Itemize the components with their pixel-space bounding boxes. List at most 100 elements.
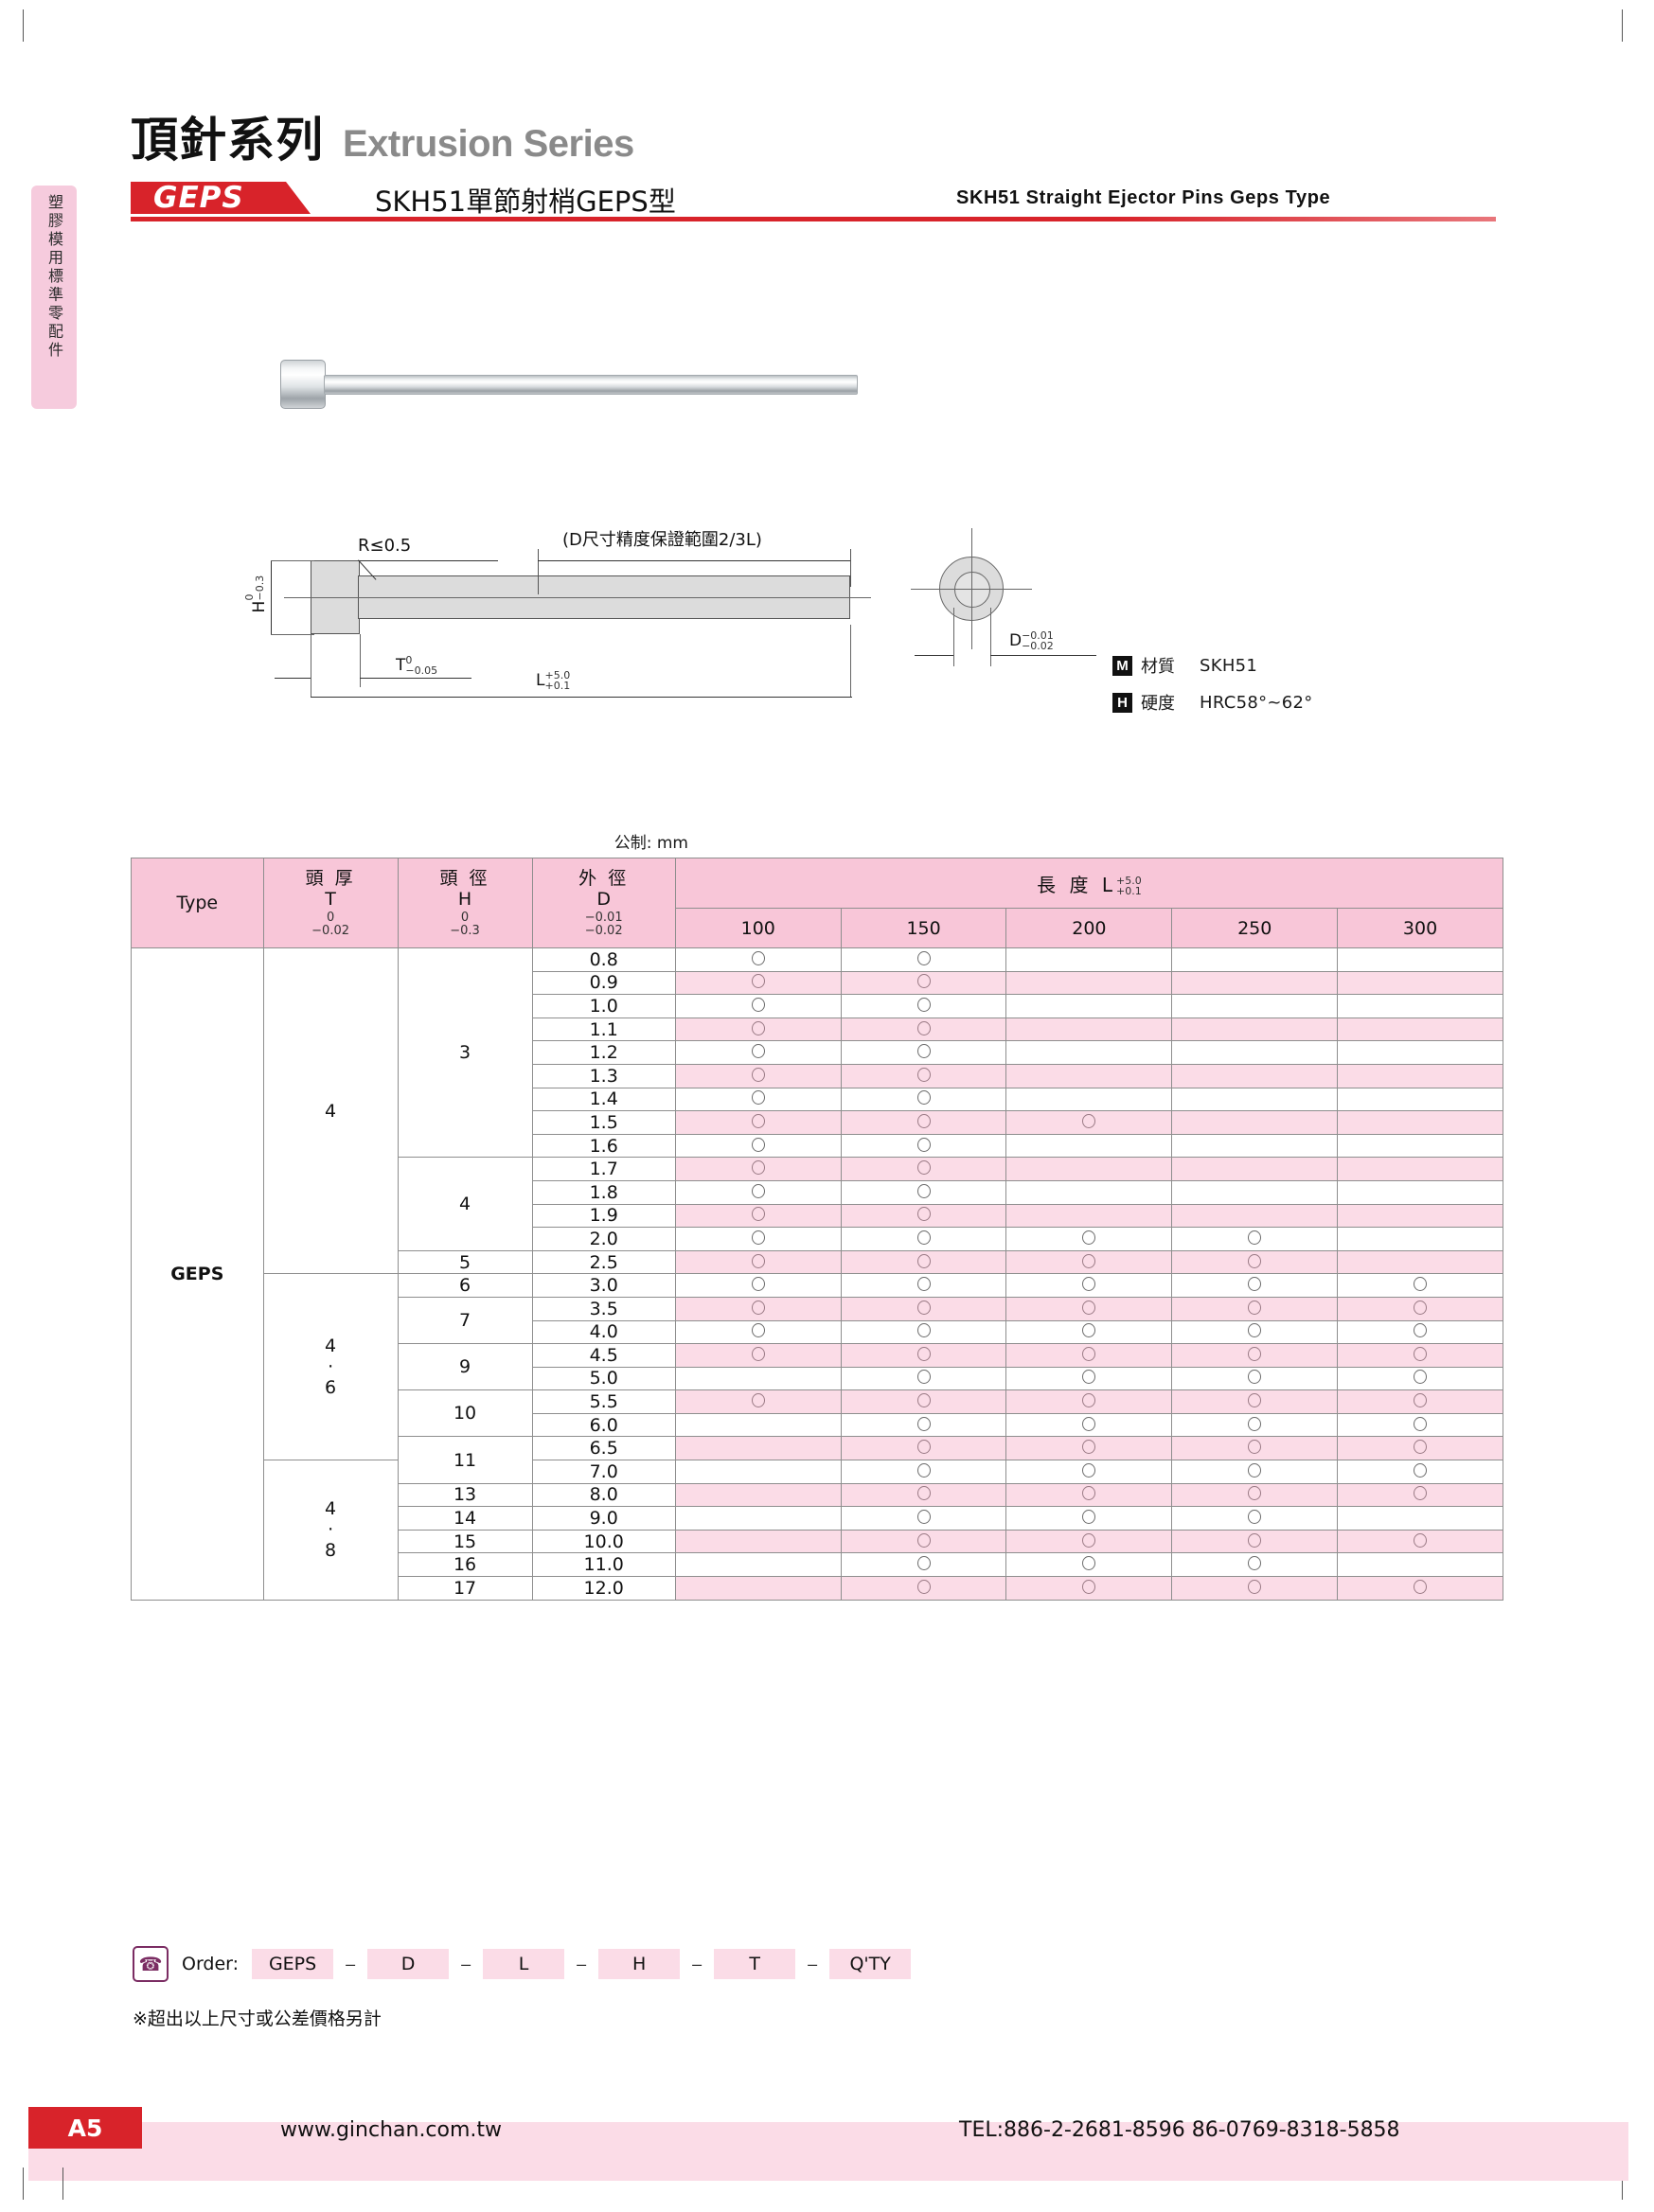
table-row: 4 · 6 6 3.0 [132,1273,1503,1461]
cell-head-diameter: 11 [397,1436,533,1484]
cell-availability-300 [1337,1017,1503,1042]
availability-circle-icon [916,1160,931,1176]
page-number-badge: A5 [28,2107,142,2149]
cell-head-diameter: 13 [397,1482,533,1508]
cell-availability-100 [674,1133,842,1159]
cell-availability-250 [1171,1436,1339,1461]
footer-website[interactable]: www.ginchan.com.tw [280,2118,503,2142]
cell-outer-diameter: 1.7 [531,1157,676,1181]
order-separator: – [346,1954,356,1973]
col-header-type: Type [131,858,264,948]
price-note: ※超出以上尺寸或公差價格另計 [133,2008,382,2029]
availability-circle-icon [1082,1346,1096,1361]
series-tag: GEPS [131,182,311,214]
cell-availability-150 [840,1412,1007,1438]
cell-availability-150 [840,1576,1007,1601]
h-dim-line [271,560,272,634]
cell-availability-100 [674,1366,842,1391]
cell-availability-200 [1005,1389,1173,1414]
cell-outer-diameter: 2.5 [531,1249,676,1275]
availability-circle-icon [1082,1253,1096,1268]
cell-availability-250 [1171,970,1339,996]
availability-circle-icon [1082,1277,1096,1292]
cell-availability-300 [1337,1576,1503,1601]
availability-circle-icon [1248,1532,1262,1548]
cell-outer-diameter: 0.9 [531,970,676,996]
cell-availability-200 [1005,1249,1173,1275]
cell-availability-200 [1005,1436,1173,1461]
cell-outer-diameter: 5.5 [531,1389,676,1414]
d-dim-label: D −0.01 −0.02 [1009,629,1054,653]
table-row: 4 1.7 [132,1157,1503,1251]
material-label: 材質 [1141,657,1175,677]
cell-availability-150 [840,1529,1007,1554]
h-ext-top [271,560,314,561]
footer-band [28,2122,1628,2181]
availability-circle-icon [1414,1277,1428,1292]
cell-availability-300 [1337,1343,1503,1368]
availability-circle-icon [1248,1393,1262,1408]
cell-availability-200 [1005,1506,1173,1531]
table-row: 17 12.0 [132,1576,1503,1601]
cell-outer-diameter: 1.0 [531,994,676,1018]
banner-subtitle-en: SKH51 Straight Ejector Pins Geps Type [956,187,1331,208]
cell-availability-200 [1005,1273,1173,1298]
cell-availability-300 [1337,1506,1503,1531]
cell-availability-100 [674,1506,842,1531]
cell-availability-100 [674,970,842,996]
order-part-l: L [483,1949,565,1979]
availability-circle-icon [916,1370,931,1385]
cell-availability-100 [674,1273,842,1298]
table-row: GEPS 4 3 0.8 [131,947,1503,1601]
availability-circle-icon [1414,1346,1428,1361]
availability-circle-icon [751,1113,765,1128]
cell-availability-200 [1005,1529,1173,1554]
cell-availability-250 [1171,1157,1339,1181]
table-row: 1.8 [132,1179,1503,1205]
availability-circle-icon [916,1556,931,1571]
cell-availability-200 [1005,947,1173,972]
cell-availability-150 [840,1319,1007,1345]
cell-availability-250 [1171,1179,1339,1205]
cell-availability-300 [1337,1552,1503,1578]
cell-availability-150 [840,1249,1007,1275]
cell-availability-200 [1005,1133,1173,1159]
availability-circle-icon [916,1323,931,1338]
cell-availability-150 [840,994,1007,1018]
availability-circle-icon [916,1044,931,1059]
cell-outer-diameter: 4.5 [531,1343,676,1368]
cell-availability-150 [840,1482,1007,1508]
cell-availability-300 [1337,1110,1503,1135]
cell-availability-100 [674,1529,842,1554]
col-header-length-250: 250 [1171,908,1339,948]
availability-circle-icon [1248,1579,1262,1594]
crop-mark-top-left [23,9,24,42]
cell-availability-200 [1005,1296,1173,1321]
table-row: 6.0 [132,1412,1503,1438]
availability-circle-icon [1414,1393,1428,1408]
cell-availability-100 [674,994,842,1018]
cell-availability-300 [1337,1249,1503,1275]
cell-availability-250 [1171,1389,1339,1414]
t-ext-right [360,634,361,687]
cell-availability-150 [840,947,1007,972]
cell-availability-300 [1337,1482,1503,1508]
page-number: A5 [67,2114,103,2142]
cell-outer-diameter: 1.3 [531,1063,676,1088]
cell-availability-100 [674,1436,842,1461]
cell-availability-150 [840,1436,1007,1461]
dimension-table: Type 頭 厚 T 0 −0.02 頭 徑 H 0 −0.3 [131,858,1504,1601]
cell-availability-150 [840,1273,1007,1298]
availability-circle-icon [1248,1370,1262,1385]
table-head-row-1: Type 頭 厚 T 0 −0.02 頭 徑 H 0 −0.3 [131,858,1504,948]
availability-circle-icon [1414,1532,1428,1548]
availability-circle-icon [916,1183,931,1198]
cell-availability-100 [674,1552,842,1578]
cell-outer-diameter: 3.0 [531,1273,676,1298]
cell-availability-100 [674,1017,842,1042]
table-row: 0.9 [132,970,1503,996]
banner-subtitle-cn: SKH51單節射梢GEPS型 [375,186,676,218]
availability-circle-icon [916,1277,931,1292]
cell-availability-150 [840,1133,1007,1159]
availability-circle-icon [1248,1556,1262,1571]
